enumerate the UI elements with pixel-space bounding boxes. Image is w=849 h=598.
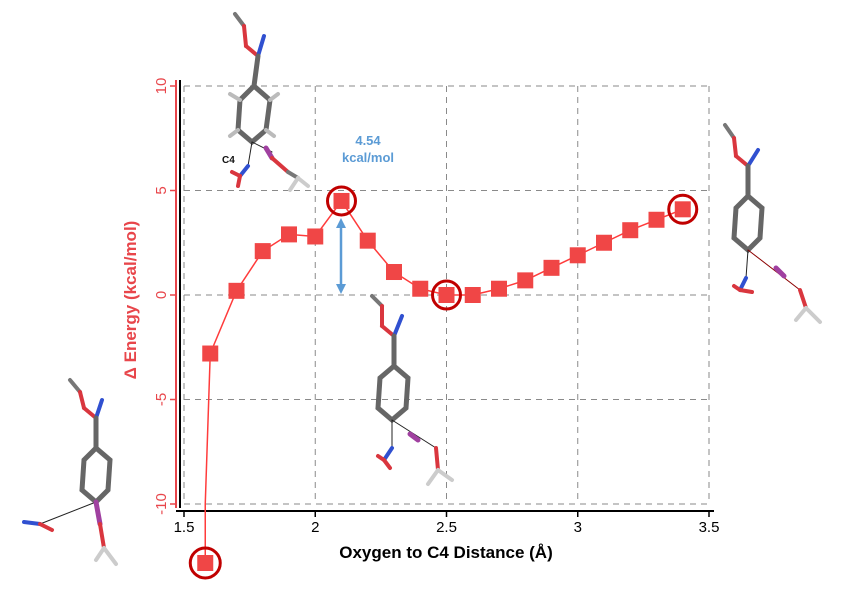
data-point-marker: [254, 243, 271, 260]
molecule-structure-ts: [228, 12, 310, 192]
offscale-point-marker: [197, 555, 214, 571]
chart-ticks: 1.5 2 2.5 3 3.5 -10 -5 0 5 10: [153, 78, 719, 536]
data-point-marker: [543, 259, 560, 276]
data-point-marker: [622, 222, 639, 239]
data-point-marker: [596, 234, 612, 251]
y-tick-label: 5: [153, 186, 170, 194]
chart-axes: [175, 80, 714, 512]
highlighted-point-circle: [326, 185, 357, 217]
data-point-marker: [569, 247, 586, 264]
y-tick-label: -5: [153, 393, 170, 406]
data-point-marker: [333, 192, 350, 209]
x-axis-label: Oxygen to C4 Distance (Å): [339, 543, 553, 562]
data-point-marker: [359, 232, 376, 249]
data-point-marker: [202, 345, 219, 362]
data-point-marker: [281, 226, 297, 243]
data-point-marker: [491, 280, 507, 297]
y-tick-label: 10: [153, 78, 170, 95]
barrier-double-arrow: [336, 218, 346, 294]
data-point-marker: [648, 211, 665, 228]
molecule-structure-product: [723, 123, 822, 324]
highlighted-point-circle: [667, 193, 699, 225]
barrier-annotation-unit: kcal/mol: [342, 150, 394, 165]
barrier-annotation-value: 4.54: [355, 133, 381, 148]
x-tick-label: 2: [311, 519, 319, 536]
x-tick-label: 2.5: [436, 519, 457, 536]
offscale-point-highlight: [188, 546, 222, 580]
data-point-marker: [386, 264, 402, 281]
data-point-marker: [674, 201, 691, 218]
data-point-marker: [412, 280, 429, 297]
data-point-marker: [438, 287, 455, 303]
data-point-marker: [464, 287, 481, 303]
data-point-marker: [228, 282, 245, 299]
highlighted-point-circle: [431, 279, 462, 311]
data-point-marker: [307, 228, 324, 245]
energy-series: [188, 185, 699, 580]
data-point-marker: [517, 272, 534, 289]
y-axis-label: Δ Energy (kcal/mol): [121, 221, 140, 380]
y-tick-label: -10: [153, 493, 170, 515]
molecule-structure-reactant: [22, 378, 118, 566]
c4-atom-label: C4: [222, 155, 235, 166]
x-tick-label: 3.5: [699, 519, 720, 536]
y-tick-label: 0: [153, 291, 170, 299]
x-tick-label: 3: [574, 519, 582, 536]
molecule-structure-intermediate: [370, 294, 454, 486]
x-tick-label: 1.5: [174, 519, 195, 536]
